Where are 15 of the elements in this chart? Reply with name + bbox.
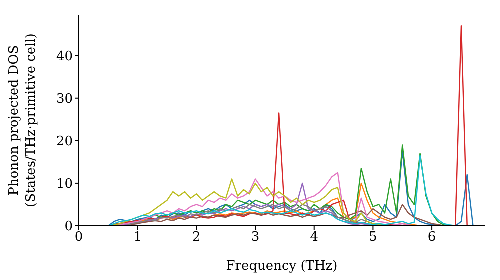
y-axis-title: Phonon projected DOS (States/THz·primitive cell) — [7, 33, 39, 208]
x-axis-title: Frequency (THz) — [226, 259, 338, 274]
x-tick-label: 3 — [251, 230, 260, 246]
y-tick-label: 30 — [56, 92, 73, 107]
x-tick-label: 4 — [310, 230, 319, 246]
y-tick-label: 20 — [56, 134, 73, 150]
line-series — [114, 172, 415, 226]
y-tick-label: 0 — [64, 220, 73, 235]
y-tick-label: 10 — [56, 177, 73, 192]
x-tick-label: 6 — [428, 230, 436, 246]
x-tick-label: 1 — [134, 230, 142, 246]
x-tick-label: 5 — [369, 230, 378, 246]
x-tick-label: 0 — [74, 230, 84, 246]
y-tick-label: 40 — [56, 49, 73, 64]
x-tick-label: 2 — [192, 230, 201, 246]
